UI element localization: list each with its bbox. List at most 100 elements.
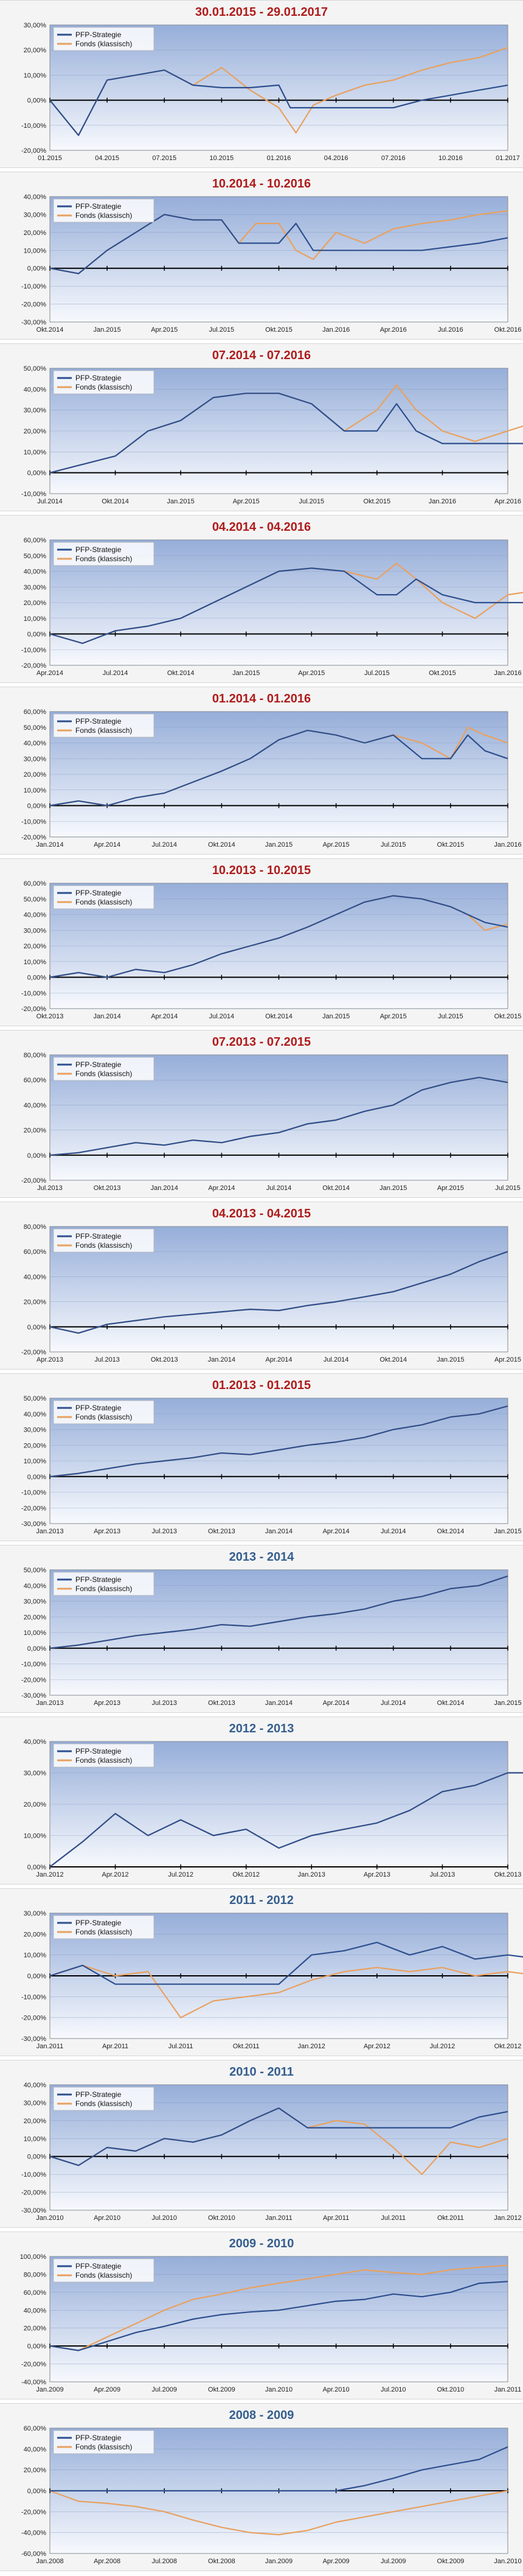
y-tick-label: 20,00% (24, 229, 47, 237)
y-tick-label: 10,00% (24, 1952, 47, 1959)
y-tick-label: 60,00% (24, 537, 47, 544)
x-tick-label: Jul.2014 (324, 1356, 349, 1363)
y-tick-label: -10,00% (21, 1661, 46, 1668)
chart-title: 10.2014 - 10.2016 (212, 177, 311, 191)
legend (53, 1572, 154, 1596)
x-tick-label: Jan.2009 (265, 2558, 293, 2565)
series-line-pfp-strategie (49, 2281, 508, 2351)
x-tick-label: Jan.2011 (265, 2214, 292, 2222)
x-tick-label: Apr.2015 (151, 326, 178, 334)
y-tick-label: 20,00% (24, 1442, 47, 1449)
x-tick-label: Okt.2015 (494, 1013, 522, 1020)
chart-panel: 01.2013 - 01.2015 50,00% 40,00% 30,00% 20,00… (0, 1373, 523, 1541)
x-tick-label: Okt.2014 (322, 1185, 350, 1192)
x-tick-label: Jan.2013 (36, 1699, 63, 1707)
x-tick-label: Jul.2014 (266, 1185, 292, 1192)
x-tick-label: Jan.2015 (232, 670, 260, 677)
chart-title: 04.2014 - 04.2016 (212, 520, 311, 534)
x-tick-label: Okt.2014 (208, 841, 235, 849)
x-tick-label: Apr.2014 (208, 1185, 235, 1192)
chart-panel: 2011 - 2012 30,00% 20,00% 10,00% 0,00% -10,00… (0, 1888, 523, 2056)
y-tick-label: 80,00% (24, 2271, 47, 2278)
y-tick-label: 10,00% (24, 72, 47, 79)
x-tick-label: Jul.2011 (168, 2043, 193, 2050)
line-chart: 50,00% 40,00% 30,00% 20,00% 10,00% 0,00% -10,0… (21, 365, 523, 505)
x-tick-label: Jan.2014 (36, 841, 63, 849)
x-tick-label: Jul.2014 (381, 1528, 406, 1535)
x-tick-label: Okt.2013 (151, 1356, 178, 1363)
legend-label: Fonds (klassisch) (75, 2443, 132, 2451)
y-tick-label: 60,00% (24, 880, 47, 887)
x-tick-label: Okt.2008 (208, 2558, 235, 2565)
x-tick-label: Jan.2015 (265, 841, 293, 849)
y-tick-label: 0,00% (27, 470, 46, 477)
x-tick-label: 07.2015 (152, 155, 176, 162)
x-tick-label: Apr.2014 (94, 841, 120, 849)
y-tick-label: 10,00% (24, 449, 47, 456)
x-tick-label: Jan.2013 (298, 1871, 325, 1878)
x-tick-label: 10.2015 (209, 155, 234, 162)
y-tick-label: 0,00% (27, 2154, 46, 2161)
x-tick-label: Jul.2010 (381, 2386, 406, 2393)
y-tick-label: -10,00% (21, 283, 46, 290)
y-tick-label: -10,00% (21, 1489, 46, 1497)
line-chart: 40,00% 30,00% 20,00% 10,00% 0,00% -10,00% -20,… (21, 194, 521, 334)
x-tick-label: Jul.2015 (364, 670, 390, 677)
chart-title: 01.2014 - 01.2016 (212, 692, 311, 705)
y-tick-label: -20,00% (21, 147, 46, 155)
chart-panel: 30.01.2015 - 29.01.2017 30,00% 20,00% 10,00… (0, 0, 523, 168)
chart-title: 2008 - 2009 (229, 2409, 294, 2422)
chart-title: 2013 - 2014 (229, 1550, 294, 1564)
x-tick-label: Jul.2009 (151, 2386, 177, 2393)
series-line-pfp-strategie (49, 729, 508, 807)
y-tick-label: 20,00% (24, 1299, 47, 1306)
y-tick-label: 20,00% (24, 1801, 47, 1808)
chart-panel: 2009 - 2010 100,00% 80,00% 60,00% 40,00% 20,0… (0, 2231, 523, 2399)
x-tick-label: Jan.2015 (167, 498, 195, 505)
x-tick-label: Jan.2014 (208, 1356, 235, 1363)
x-tick-label: Jul.2014 (151, 841, 177, 849)
x-tick-label: Apr.2016 (380, 326, 407, 334)
chart-panel: 01.2014 - 01.2016 60,00% 50,00% 40,00% 30,00… (0, 687, 523, 855)
x-tick-label: Okt.2015 (364, 498, 391, 505)
y-tick-label: 0,00% (27, 1324, 46, 1331)
x-tick-label: Jan.2015 (379, 1185, 407, 1192)
x-tick-label: Okt.2009 (437, 2558, 465, 2565)
legend-label: Fonds (klassisch) (75, 1069, 132, 1078)
y-tick-label: 20,00% (24, 943, 47, 950)
legend (53, 1057, 154, 1081)
line-chart: 40,00% 30,00% 20,00% 10,00% 0,00% -10,00% -20,… (21, 2082, 522, 2222)
series-line-pfp-strategie (49, 567, 523, 644)
x-tick-label: Jul.2014 (381, 1699, 406, 1707)
line-chart: 50,00% 40,00% 30,00% 20,00% 10,00% 0,00% -10,0… (21, 1567, 522, 1707)
x-tick-label: Jul.2015 (209, 326, 235, 334)
legend-label: PFP-Strategie (75, 889, 122, 897)
x-tick-label: Apr.2009 (94, 2386, 120, 2393)
legend (53, 713, 154, 738)
x-tick-label: Jul.2008 (151, 2558, 177, 2565)
y-tick-label: 10,00% (24, 1833, 47, 1840)
legend-label: Fonds (klassisch) (75, 383, 132, 391)
y-tick-label: 30,00% (24, 407, 47, 415)
y-tick-label: -10,00% (21, 990, 46, 997)
x-tick-label: Jul.2013 (151, 1699, 177, 1707)
y-tick-label: 50,00% (24, 553, 47, 560)
x-tick-label: Okt.2014 (379, 1356, 407, 1363)
legend-label: Fonds (klassisch) (75, 1584, 132, 1593)
y-tick-label: -20,00% (21, 834, 46, 841)
y-tick-label: -20,00% (21, 1177, 46, 1185)
x-tick-label: 04.2016 (324, 155, 348, 162)
x-tick-label: Jan.2012 (298, 2043, 325, 2050)
legend (53, 370, 154, 394)
y-tick-label: 10,00% (24, 959, 47, 966)
x-tick-label: Jul.2014 (209, 1013, 235, 1020)
y-tick-label: 0,00% (27, 2343, 46, 2350)
x-tick-label: 01.2015 (38, 155, 62, 162)
series-line-pfp-strategie (49, 1575, 508, 1649)
x-tick-label: Apr.2014 (151, 1013, 178, 1020)
y-tick-label: 50,00% (24, 1567, 47, 1574)
y-tick-label: 0,00% (27, 1973, 46, 1980)
legend-label: PFP-Strategie (75, 2434, 122, 2442)
x-tick-label: Okt.2013 (494, 1871, 522, 1878)
legend-label: PFP-Strategie (75, 545, 122, 554)
